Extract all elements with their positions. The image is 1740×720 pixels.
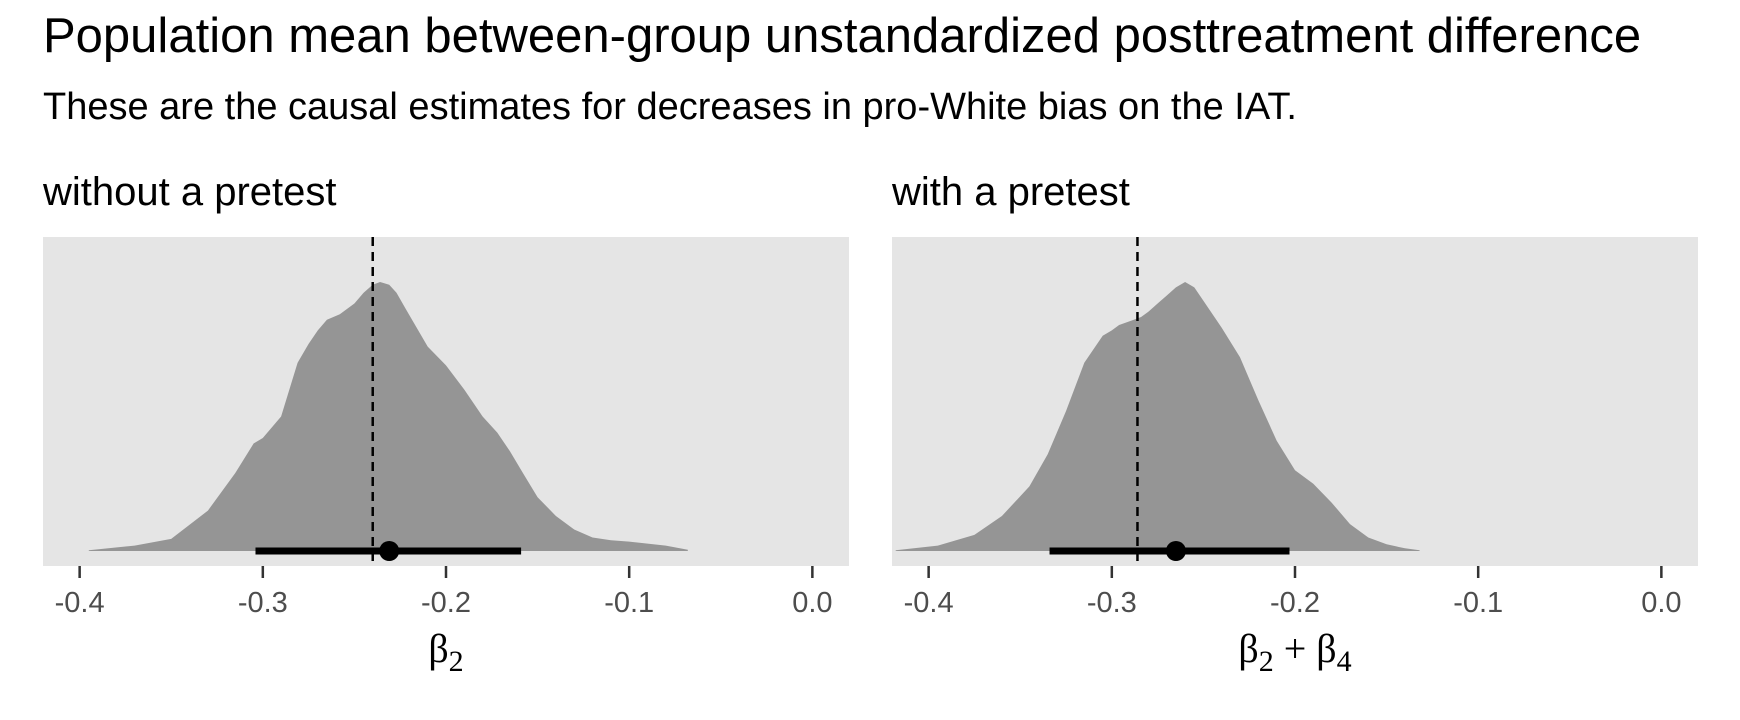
x-tick-label: -0.3 [1087, 587, 1137, 619]
x-tick-label: 0.0 [1641, 587, 1681, 619]
x-tick-label: -0.2 [1270, 587, 1320, 619]
facet-title: without a pretest [42, 170, 337, 214]
x-tick-label: -0.4 [904, 587, 954, 619]
chart-subtitle: These are the causal estimates for decre… [43, 86, 1297, 128]
facet-title: with a pretest [891, 170, 1130, 214]
chart-title: Population mean between-group unstandard… [43, 9, 1642, 63]
facet-without-pretest: without a pretest -0.4 -0.3 -0.2 -0.1 0.0 β2 [42, 170, 849, 678]
x-tick-label: -0.3 [238, 587, 288, 619]
density-area [88, 282, 688, 551]
x-tick-label: -0.2 [421, 587, 471, 619]
x-tick-label: -0.1 [1453, 587, 1503, 619]
density-area [895, 282, 1420, 551]
x-tick-label: -0.1 [604, 587, 654, 619]
point-estimate [1165, 541, 1186, 561]
point-estimate [379, 541, 400, 561]
x-tick-label: -0.4 [55, 587, 105, 619]
x-axis-label: β2 + β4 [1238, 626, 1351, 678]
x-axis-label: β2 [428, 626, 463, 678]
x-tick-label: 0.0 [792, 587, 832, 619]
facet-with-pretest: with a pretest -0.4 -0.3 -0.2 -0.1 0.0 β2 + β4 [891, 170, 1698, 678]
